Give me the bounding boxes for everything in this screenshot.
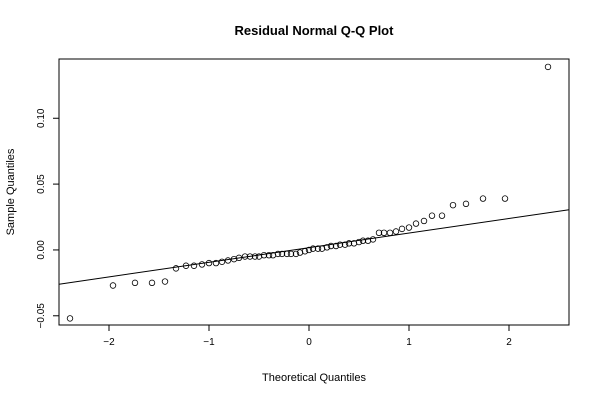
data-point [314,245,322,252]
data-point [265,252,273,259]
axes: −2 −1 0 1 2 −0.05 0.00 0.05 0.10 [36,108,512,348]
data-point [405,224,413,231]
data-point [392,228,400,235]
data-point [241,253,249,260]
data-point [283,250,291,258]
x-tick-label: −2 [103,337,115,348]
data-point [544,63,552,71]
y-axis-label: Sample Quantiles [5,148,17,235]
data-point [323,244,331,251]
data-point [224,257,232,264]
data-point [287,250,295,258]
x-tick-label: 1 [406,337,412,348]
data-point [161,278,169,285]
data-point [375,229,383,237]
data-point [292,250,300,258]
y-tick-label: 0.10 [36,108,47,128]
data-point [438,212,446,219]
data-point [428,212,436,219]
data-point [109,282,117,289]
data-point [274,250,282,258]
plot-frame [58,58,570,326]
x-tick-label: 2 [506,337,512,348]
data-point [205,259,213,267]
qq-reference-line [58,209,570,285]
x-tick-label: −1 [203,337,215,348]
data-point [278,250,286,258]
data-point [305,246,313,254]
data-point [449,201,457,209]
data-point [212,259,220,267]
data-point [172,265,180,272]
data-point [66,315,74,322]
data-point [251,253,259,260]
data-point [336,241,344,248]
data-point [190,262,198,269]
data-point [420,217,428,225]
data-point [332,242,340,250]
data-point [218,258,226,265]
y-tick-label: 0.05 [36,174,47,194]
y-tick-label: 0.00 [36,240,47,260]
y-tick-label: −0.05 [36,303,47,329]
data-point [412,220,420,227]
chart-title: Residual Normal Q-Q Plot [235,23,395,38]
data-point [386,229,394,237]
data-point [246,253,254,260]
data-point [462,200,470,208]
data-point [260,252,268,259]
x-axis-label: Theoretical Quantiles [262,372,366,384]
x-tick-label: 0 [306,337,312,348]
data-point [198,261,206,268]
data-point [355,238,363,246]
data-point [235,254,243,262]
data-point [301,248,309,255]
data-point [398,225,406,233]
reference-line-group [58,209,570,285]
data-point [148,279,156,287]
data-point [369,236,377,243]
data-point [479,195,487,202]
data-point [341,241,349,248]
data-point [359,237,367,244]
points-group [66,63,552,322]
data-point [182,262,190,269]
data-point [327,242,335,250]
data-point [309,245,317,252]
data-point [131,279,139,287]
data-point [501,195,509,202]
data-point [345,240,353,247]
